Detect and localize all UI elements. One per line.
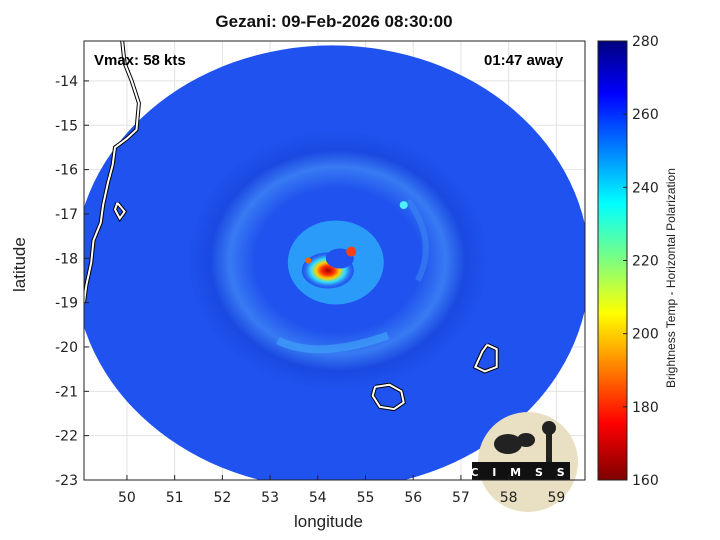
x-tick-label: 52 [213,490,231,506]
hot-spot [346,246,357,257]
madagascar-east-coast [84,41,140,303]
x-tick-label: 55 [357,490,375,506]
colorbar-tick-label: 240 [632,180,659,196]
y-tick-label: -18 [55,251,78,267]
vmax-label: Vmax: 58 kts [94,52,186,69]
x-tick-label: 51 [166,490,184,506]
logo-tower [546,430,552,462]
colorbar-tick-label: 220 [632,254,659,270]
y-tick-label: -15 [55,118,78,134]
y-tick-label: -22 [55,429,78,445]
colorbar-tick-label: 280 [632,34,659,50]
warm-spot [399,201,408,210]
colorbar-tick-label: 160 [632,473,659,489]
colorbar [597,40,628,481]
logo-tower-top [542,421,556,435]
x-tick-label: 56 [404,490,422,506]
x-tick-label: 50 [118,490,136,506]
colorbar-tick-label: 200 [632,327,659,343]
y-axis-label: latitude [10,237,29,292]
logo-dish-small [517,433,535,447]
plot-frame [83,40,586,481]
colorbar-tick-label: 180 [632,400,659,416]
y-tick-label: -21 [55,384,78,400]
x-tick-label: 54 [309,490,327,506]
coastlines [84,41,499,412]
y-tick-label: -20 [55,340,78,356]
logo-dish [494,434,522,454]
time-away-label: 01:47 away [484,52,564,69]
outer-band-arc [276,331,390,354]
outer-band-arc-north [405,198,429,282]
x-axis-label: longitude [294,512,364,531]
colorbar-label: Brightness Temp - Horizontal Polarizatio… [664,168,678,388]
y-tick-label: -17 [55,207,78,223]
x-tick-label: 53 [261,490,279,506]
hot-spot [305,257,312,264]
colorbar-tick-label: 260 [632,107,659,123]
x-tick-label: 57 [452,490,470,506]
cimss-logo: C I M S S [470,412,578,512]
figure-title: Gezani: 09-Feb-2026 08:30:00 [215,12,453,31]
logo-text: C I M S S [470,466,569,479]
y-tick-label: -19 [55,296,78,312]
mauritius-island [473,343,498,373]
y-tick-label: -23 [55,473,78,489]
y-tick-label: -16 [55,163,78,179]
y-tick-label: -14 [55,74,78,90]
x-tick-label: 58 [500,490,518,506]
ile-sainte-marie [113,202,126,221]
logo-bar [472,462,570,480]
reunion-island [371,383,405,411]
x-tick-label: 59 [547,490,565,506]
swath-group [84,45,585,480]
